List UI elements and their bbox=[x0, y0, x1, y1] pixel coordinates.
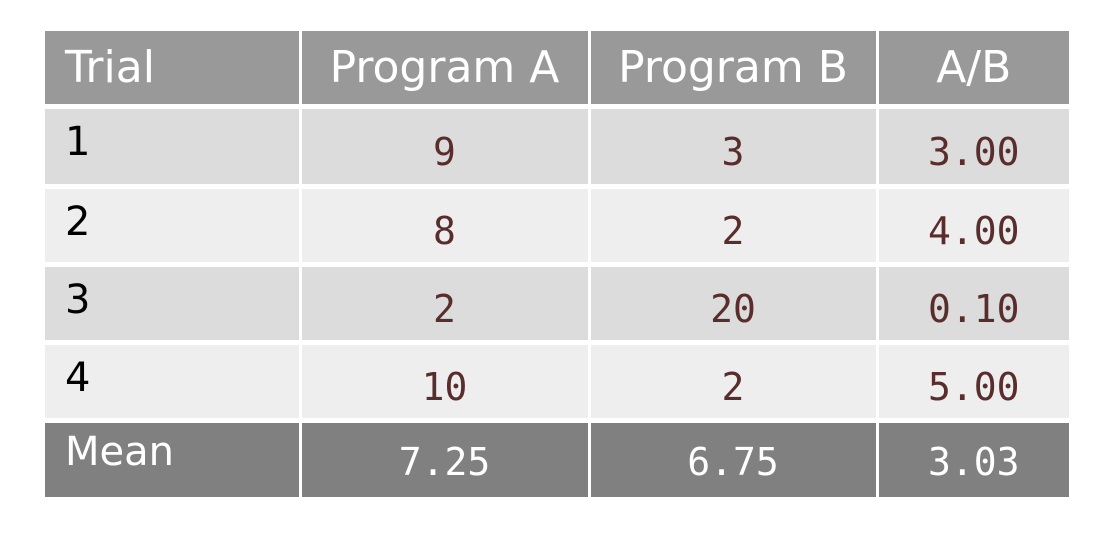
value-cell: 4.00 bbox=[878, 188, 1069, 262]
trial-cell: 4 bbox=[45, 344, 299, 418]
value-cell: 9 bbox=[301, 108, 588, 184]
value-cell: 10 bbox=[301, 344, 588, 418]
value-cell: 0.10 bbox=[878, 266, 1069, 340]
header-cell: A/B bbox=[878, 31, 1069, 104]
header-cell: Program A bbox=[301, 31, 588, 104]
value-cell: 2 bbox=[590, 188, 876, 262]
header-cell: Program B bbox=[590, 31, 876, 104]
value-cell: 5.00 bbox=[878, 344, 1069, 418]
value-cell: 3 bbox=[590, 108, 876, 184]
value-cell: 2 bbox=[590, 344, 876, 418]
value-cell: 8 bbox=[301, 188, 588, 262]
value-cell: 20 bbox=[590, 266, 876, 340]
value-cell: 3.00 bbox=[878, 108, 1069, 184]
mean-cell: 7.25 bbox=[301, 422, 588, 497]
mean-cell: 3.03 bbox=[878, 422, 1069, 497]
value-cell: 2 bbox=[301, 266, 588, 340]
mean-cell: 6.75 bbox=[590, 422, 876, 497]
trial-cell: 3 bbox=[45, 266, 299, 340]
trial-cell: 2 bbox=[45, 188, 299, 262]
trial-cell: 1 bbox=[45, 108, 299, 184]
header-cell: Trial bbox=[45, 31, 299, 104]
mean-label: Mean bbox=[45, 422, 299, 497]
